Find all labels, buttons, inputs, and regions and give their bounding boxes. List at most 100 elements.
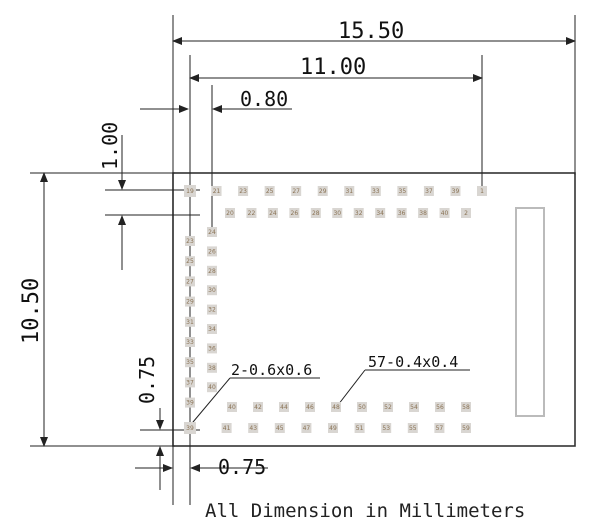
pad-bottom-row-2 [381,423,392,433]
pad-top-row-2 [246,208,257,218]
dim-top-offset: 1.00 [98,122,122,170]
dim-pad-span: 11.00 [300,55,366,80]
pad-bottom-row-2 [407,423,418,433]
pad-left-col-2 [207,246,217,257]
pad-bottom-row-1-label: 54 [410,404,418,411]
pad-top-row-2 [396,208,407,218]
pad-bottom-row-1 [331,402,341,412]
pad-left-col-1 [185,236,195,246]
callout-large-pads: 2-0.6x0.6 [231,361,312,379]
pad-top-row-2-label: 26 [291,210,299,217]
pad-left-col-2-label: 30 [208,287,216,294]
pad-left-col-2 [207,304,217,315]
pad-left-col-1 [185,337,195,347]
pad-bottom-row-2 [274,423,285,433]
pad-left-col-2 [207,343,217,354]
pad-top-row-2-label: 30 [333,210,341,217]
pad-bottom-row-2-label: 53 [382,425,390,432]
pad-left-col-2-label: 32 [208,307,216,314]
pad-top-row-1-label: 23 [239,188,247,195]
pad-left-col-1 [185,316,195,327]
pad-bottom-row-1 [357,402,367,412]
pad-bottom-row-1 [305,402,315,412]
pad-bottom-row-1-label: 58 [462,404,470,411]
pad-top-row-1-label: 19 [186,188,194,195]
pad-top-row-2-label: 38 [419,210,427,217]
pad-top-row-1 [317,186,328,196]
pad-bottom-row-2-label: 41 [223,425,231,432]
pad-bottom-row-2-label: 45 [276,425,284,432]
pad-bottom-row-1 [279,402,289,412]
pad-bottom-row-2-label: 57 [436,425,444,432]
pad-left-col-1 [185,397,195,408]
pad-top-row-2 [375,208,386,218]
pad-left-col-2-label: 34 [208,326,216,333]
caption: All Dimension in Millimeters [205,500,525,522]
pad-top-row-2 [461,208,471,218]
pad-bottom-row-2 [221,423,232,433]
pad-top-row-1 [370,186,381,196]
pad-top-row-2-label: 36 [398,210,406,217]
pad-top-row-1-label: 35 [399,188,407,195]
pad-top-row-2-label: 40 [441,210,449,217]
pad-left-col-2 [207,382,217,393]
pad-top-row-2-label: 28 [312,210,320,217]
pad-bottom-row-1-label: 50 [358,404,366,411]
pad-left-col-1 [185,357,195,368]
pad-top-row-2-label: 32 [355,210,363,217]
dim-bottom-offset: 0.75 [218,455,266,479]
pad-left-col-1-label: 33 [186,339,194,346]
pad-bottom-row-2 [461,423,471,433]
pad-left-col-1-label: 27 [186,278,194,285]
pad-left-col-1-label: 35 [186,359,194,366]
pad-top-row-1-label: 21 [213,188,221,195]
callout-small-pads: 57-0.4x0.4 [368,353,458,371]
pad-top-row-1 [344,186,355,196]
dimension-lines [40,37,576,490]
pad-left-col-2 [207,227,217,237]
pad-bottom-row-2 [434,423,445,433]
pad-bottom-row-1-label: 42 [254,404,262,411]
pad-bottom-row-1 [227,402,237,412]
pad-top-row-2-label: 24 [269,210,277,217]
pad-top-row-1-label: 25 [266,188,274,195]
pad-left-col-1 [185,276,195,287]
pad-left-col-1-label: 23 [186,238,194,245]
pad-left-col-1-label: 39 [186,400,194,407]
callout-leaders [187,369,470,429]
pad-bottom-row-1 [461,402,471,412]
pad-bottom-row-1-label: 44 [280,404,288,411]
pad-top-row-1 [477,186,487,196]
pad-bottom-row-1-label: 40 [228,404,236,411]
pad-top-row-2 [439,208,450,218]
pad-top-row-1-label: 31 [345,188,353,195]
pad-top-row-1 [264,186,275,196]
pad-top-row-2 [225,208,235,218]
pad-top-row-1 [291,186,302,196]
pad-left-col-1 [185,256,195,267]
pad-top-row-2 [353,208,364,218]
pad-top-row-1-label: 37 [425,188,433,195]
pad-bottom-row-1-label: 46 [306,404,314,411]
pad-left-col-2 [207,285,217,296]
pad-bottom-row-2 [248,423,259,433]
pad-top-row-1-label: 33 [372,188,380,195]
pad-layer: 19 21 23 25 27 29 31 33 35 37 39 1 20 22 24 26 28 30 32 34 3… [184,185,487,434]
pad-top-row-1 [397,186,408,196]
pad-top-row-1-label: 27 [292,188,300,195]
pad-left-col-2-label: 28 [208,268,216,275]
pad-left-col-2-label: 38 [208,365,216,372]
pad-top-row-2 [267,208,278,218]
pad-left-col-2 [207,362,217,373]
pad-bottom-row-2-label: 51 [356,425,364,432]
pad-top-row-2-label: 20 [226,210,234,217]
pad-bottom-row-2 [301,423,312,433]
pad-left-col-1 [185,296,195,307]
pad-top-row-2 [332,208,343,218]
pad-bottom-row-2 [184,422,196,434]
pad-bottom-row-1 [435,402,445,412]
pad-bottom-row-2-label: 39 [186,425,194,432]
pad-bottom-row-1 [253,402,263,412]
dim-pad-pitch: 0.80 [240,87,288,111]
